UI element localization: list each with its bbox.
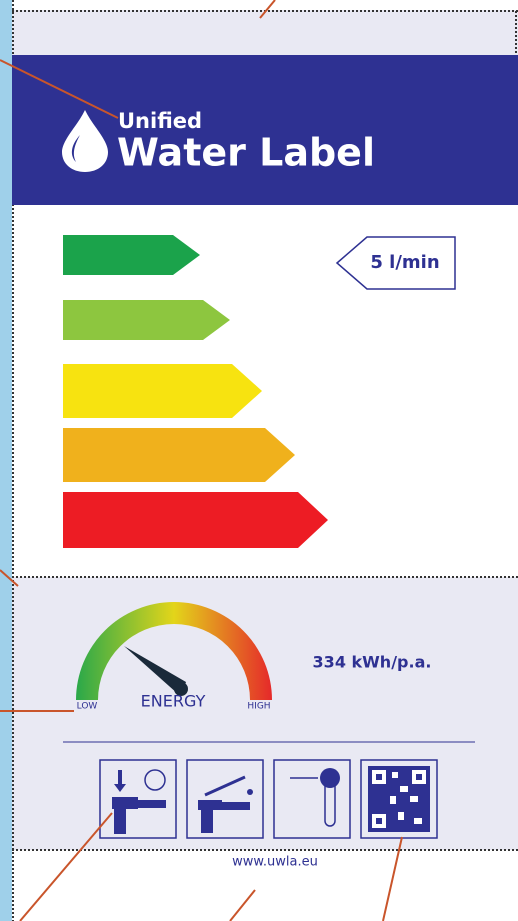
arrow-d — [63, 428, 295, 482]
gauge-low: LOW — [77, 702, 98, 712]
gauge-label: ENERGY — [141, 692, 206, 711]
footer-url: www.uwla.eu — [232, 855, 318, 870]
top-panel — [12, 10, 518, 55]
drop-highlight — [71, 135, 80, 162]
gauge-needle — [124, 646, 186, 694]
arrow-a — [63, 235, 200, 275]
lower-panel — [12, 577, 518, 850]
energy-consumption: 334 kWh/p.a. — [313, 653, 432, 672]
icon-boxes — [99, 759, 438, 839]
arrow-b — [63, 300, 230, 340]
arrow-e — [63, 492, 328, 548]
qr-code — [368, 766, 430, 832]
brand-prefix: Unified — [118, 109, 202, 133]
leader-lines — [0, 0, 403, 921]
flow-badge — [335, 236, 456, 290]
energy-gauge — [76, 602, 272, 700]
side-strip — [0, 0, 12, 921]
icon-glyphs — [112, 768, 340, 834]
flow-label: 5 l/min — [370, 252, 439, 273]
rating-arrows — [63, 235, 328, 548]
arrow-c — [63, 364, 262, 418]
gauge-hub — [174, 682, 188, 696]
brand-title: Water Label — [117, 131, 375, 175]
gauge-high: HIGH — [247, 702, 270, 712]
